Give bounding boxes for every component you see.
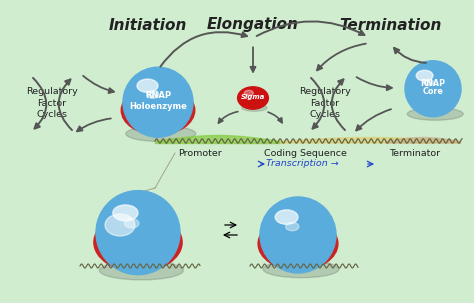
FancyArrowPatch shape <box>77 118 111 131</box>
Text: Terminator: Terminator <box>390 149 440 158</box>
Ellipse shape <box>275 210 298 224</box>
Ellipse shape <box>407 108 463 120</box>
Circle shape <box>123 67 193 137</box>
Ellipse shape <box>121 86 195 135</box>
Text: Sigma: Sigma <box>241 94 265 100</box>
Ellipse shape <box>137 79 158 92</box>
Text: Transcription →: Transcription → <box>265 159 338 168</box>
FancyArrowPatch shape <box>311 78 324 128</box>
Text: Coding Sequence: Coding Sequence <box>264 149 346 158</box>
FancyArrowPatch shape <box>356 77 392 90</box>
Ellipse shape <box>105 214 135 236</box>
FancyArrowPatch shape <box>160 32 247 67</box>
Ellipse shape <box>416 70 433 81</box>
Ellipse shape <box>100 261 183 280</box>
Circle shape <box>260 197 336 273</box>
Text: Holoenzyme: Holoenzyme <box>129 102 187 111</box>
Text: RNAP: RNAP <box>145 91 171 100</box>
Ellipse shape <box>146 91 159 98</box>
FancyArrowPatch shape <box>33 78 46 128</box>
Ellipse shape <box>263 261 339 278</box>
Text: Regulatory
Factor
Cycles: Regulatory Factor Cycles <box>299 87 351 119</box>
Ellipse shape <box>124 219 139 228</box>
Text: Promoter: Promoter <box>178 149 222 158</box>
FancyArrowPatch shape <box>394 48 426 63</box>
Ellipse shape <box>244 90 253 96</box>
FancyArrowPatch shape <box>219 112 238 123</box>
FancyArrowPatch shape <box>317 44 366 70</box>
FancyArrowPatch shape <box>59 79 72 130</box>
Ellipse shape <box>286 222 299 231</box>
Ellipse shape <box>258 217 338 270</box>
FancyArrowPatch shape <box>83 76 114 93</box>
Ellipse shape <box>242 104 267 111</box>
FancyArrowPatch shape <box>356 109 391 131</box>
Text: Core: Core <box>422 87 444 96</box>
Text: Elongation: Elongation <box>207 18 299 32</box>
Ellipse shape <box>237 87 268 109</box>
Text: RNAP: RNAP <box>420 79 446 88</box>
FancyArrowPatch shape <box>250 47 255 72</box>
FancyArrowPatch shape <box>332 79 345 130</box>
Text: Termination: Termination <box>339 18 441 32</box>
Text: Regulatory
Factor
Cycles: Regulatory Factor Cycles <box>26 87 78 119</box>
Ellipse shape <box>424 79 434 86</box>
FancyArrowPatch shape <box>256 22 365 36</box>
FancyArrowPatch shape <box>268 112 282 123</box>
Ellipse shape <box>113 205 138 221</box>
Text: Initiation: Initiation <box>109 18 187 32</box>
Circle shape <box>405 61 461 117</box>
Circle shape <box>96 191 180 275</box>
Ellipse shape <box>126 126 196 142</box>
Ellipse shape <box>94 213 182 272</box>
